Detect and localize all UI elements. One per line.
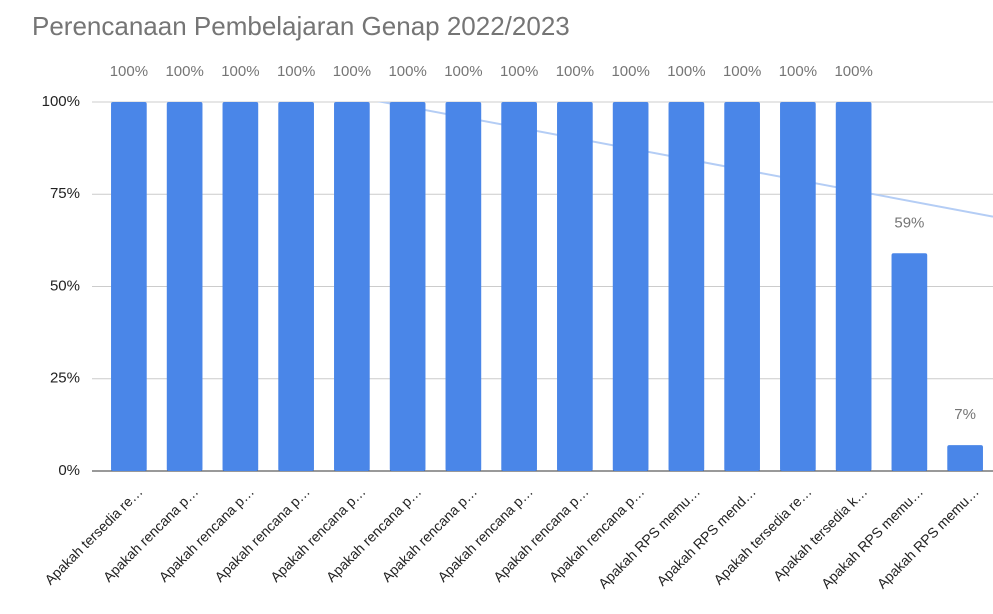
data-label: 100%	[667, 63, 705, 80]
chart-title: Perencanaan Pembelajaran Genap 2022/2023	[32, 11, 570, 41]
x-tick-label: Apakah tersedia re…	[41, 483, 145, 587]
y-tick-label: 100%	[42, 93, 80, 110]
x-tick-label: Apakah rencana p…	[434, 483, 536, 585]
x-tick-label: Apakah rencana p…	[267, 483, 369, 585]
data-label: 100%	[165, 63, 203, 80]
bar	[891, 253, 928, 471]
bar	[222, 102, 259, 471]
x-tick-label: Apakah rencana p…	[156, 483, 258, 585]
x-tick-label: Apakah rencana p…	[546, 483, 648, 585]
bar	[501, 102, 537, 471]
bar	[334, 102, 370, 471]
bar	[445, 102, 482, 471]
bar	[724, 102, 760, 471]
x-tick-label: Apakah RPS memu…	[874, 483, 982, 591]
data-label: 100%	[388, 63, 426, 80]
bar	[557, 102, 593, 471]
data-label: 7%	[954, 406, 976, 423]
bar	[668, 102, 705, 471]
data-label: 100%	[723, 63, 761, 80]
data-label: 100%	[834, 63, 872, 80]
bar	[612, 102, 649, 471]
x-tick-label: Apakah rencana p…	[490, 483, 592, 585]
y-tick-label: 50%	[50, 277, 80, 294]
data-label: 100%	[110, 63, 148, 80]
x-tick-label: Apakah tersedia k…	[770, 483, 870, 583]
x-tick-label: Apakah tersedia re…	[710, 483, 814, 587]
data-label: 59%	[894, 214, 924, 231]
data-label: 100%	[277, 63, 315, 80]
bar	[111, 102, 147, 471]
bar	[166, 102, 203, 471]
x-tick-label: Apakah RPS memu…	[818, 483, 926, 591]
y-tick-label: 75%	[50, 185, 80, 202]
bar	[278, 102, 314, 471]
x-tick-label: Apakah rencana p…	[323, 483, 425, 585]
data-label: 100%	[333, 63, 371, 80]
x-tick-label: Apakah RPS mend…	[653, 483, 758, 588]
x-tick-label: Apakah rencana p…	[379, 483, 481, 585]
bar	[947, 445, 983, 471]
x-tick-label: Apakah RPS memu…	[595, 483, 703, 591]
x-tick-label: Apakah rencana p…	[211, 483, 313, 585]
y-tick-label: 0%	[58, 462, 80, 479]
bar	[780, 102, 816, 471]
x-tick-label: Apakah rencana p…	[100, 483, 202, 585]
data-label: 100%	[611, 63, 649, 80]
data-label: 100%	[444, 63, 482, 80]
y-tick-label: 25%	[50, 370, 80, 387]
bar	[389, 102, 426, 471]
data-label: 100%	[221, 63, 259, 80]
data-label: 100%	[556, 63, 594, 80]
data-label: 100%	[779, 63, 817, 80]
bar	[835, 102, 872, 471]
data-label: 100%	[500, 63, 538, 80]
